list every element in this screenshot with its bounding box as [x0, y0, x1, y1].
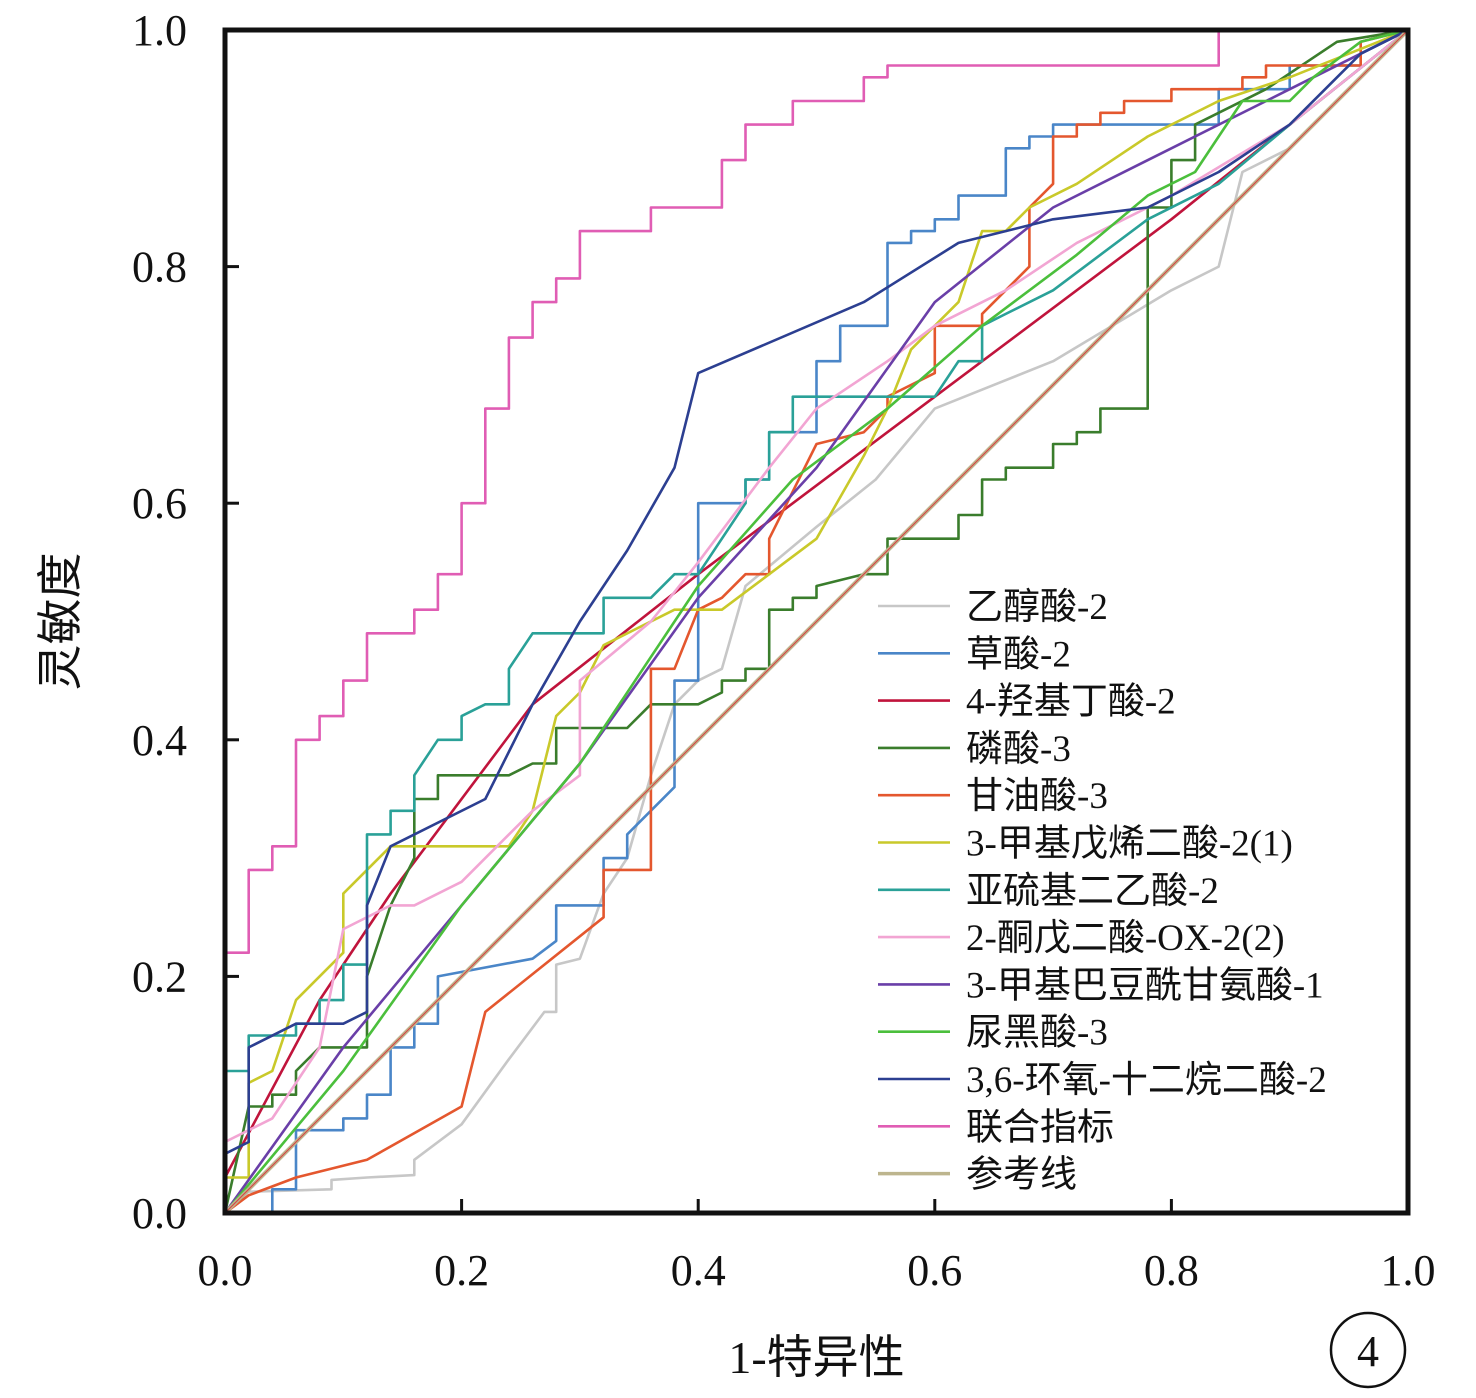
legend-label-9: 3-甲基巴豆酰甘氨酸-1 — [966, 964, 1324, 1006]
series-line-8 — [225, 30, 1408, 1144]
legend-label-10: 尿黑酸-3 — [966, 1013, 1108, 1054]
x-axis-label: 1-特异性 — [728, 1332, 904, 1383]
legend-label-2: 草酸-2 — [966, 634, 1071, 675]
legend-label-12: 联合指标 — [966, 1106, 1114, 1148]
y-tick-label: 0.2 — [132, 952, 187, 1001]
series-line-6 — [225, 30, 1408, 1179]
x-tick-label: 0.4 — [671, 1246, 726, 1295]
reference-line-core — [225, 30, 1408, 1213]
legend-label-6: 3-甲基戊烯二酸-2(1) — [966, 824, 1293, 865]
plot-frame — [222, 27, 1411, 1216]
x-tick-label: 0.8 — [1144, 1246, 1199, 1295]
legend-label-13: 参考线 — [966, 1154, 1077, 1196]
series-line-12 — [225, 30, 1408, 1213]
y-tick-label: 1.0 — [132, 6, 187, 55]
y-tick-label: 0.8 — [132, 243, 187, 292]
legend-label-5: 甘油酸-3 — [966, 776, 1108, 817]
x-tick-label: 0.2 — [434, 1246, 489, 1295]
series-lines — [225, 30, 1408, 1213]
x-axis-ticks: 0.0 0.2 0.4 0.6 0.8 1.0 — [198, 1199, 1436, 1295]
legend-label-11: 3,6-环氧-十二烷二酸-2 — [966, 1059, 1327, 1101]
x-tick-label: 0.6 — [907, 1246, 962, 1295]
x-tick-label: 0.0 — [198, 1246, 253, 1295]
y-tick-label: 0.0 — [132, 1189, 187, 1238]
x-tick-label: 1.0 — [1381, 1246, 1436, 1295]
series-line-10 — [225, 30, 1408, 1213]
legend-label-4: 磷酸-3 — [966, 729, 1071, 770]
y-axis-ticks: 0.0 0.2 0.4 0.6 0.8 1.0 — [132, 6, 239, 1238]
series-line-9 — [225, 30, 1408, 1213]
y-tick-label: 0.6 — [132, 479, 187, 528]
panel-label-text: 4 — [1357, 1327, 1379, 1376]
legend-label-3: 4-羟基丁酸-2 — [966, 681, 1176, 723]
y-tick-label: 0.4 — [132, 716, 187, 765]
legend-label-8: 2-酮戊二酸-OX-2(2) — [966, 918, 1285, 959]
series-line-1 — [225, 30, 1408, 1213]
legend-label-7: 亚硫基二乙酸-2 — [966, 870, 1219, 912]
series-line-11 — [225, 30, 1408, 1156]
series-line-7 — [225, 30, 1408, 1073]
legend: 乙醇酸-2 草酸-2 4-羟基丁酸-2 磷酸-3 甘油酸-3 3-甲基戊烯二酸-2(1) 亚… — [878, 586, 1327, 1196]
plot-area — [225, 30, 1408, 1213]
legend-label-1: 乙醇酸-2 — [966, 586, 1108, 628]
panel-label-badge: 4 — [1329, 1311, 1407, 1389]
panel-label-circle — [1329, 1311, 1407, 1389]
y-axis-label: 灵敏度 — [35, 553, 86, 691]
